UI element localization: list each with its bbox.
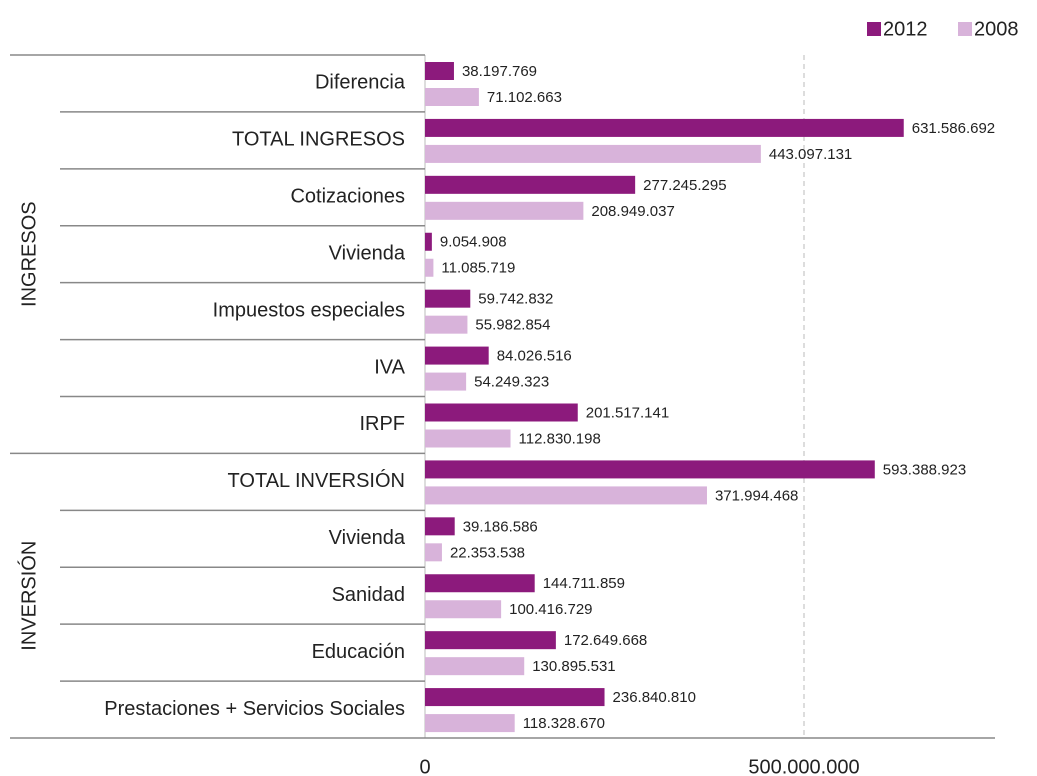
legend-swatch [867, 22, 881, 36]
bar [425, 657, 525, 676]
value-label: 54.249.323 [474, 374, 549, 391]
value-label: 59.742.832 [478, 291, 553, 308]
value-label: 38.197.769 [462, 63, 537, 80]
bar [425, 403, 578, 422]
category-label: Impuestos especiales [213, 299, 405, 321]
category-label: Vivienda [329, 242, 406, 264]
bar [425, 486, 707, 505]
bar [425, 258, 434, 277]
bar [425, 543, 442, 562]
category-label: TOTAL INVERSIÓN [228, 469, 405, 492]
legend-label: 2008 [974, 18, 1019, 40]
category-label: Educación [312, 641, 405, 663]
value-label: 371.994.468 [715, 487, 798, 504]
bar [425, 315, 468, 334]
category-label: TOTAL INGRESOS [232, 129, 405, 151]
value-label: 118.328.670 [523, 715, 605, 732]
bar [425, 144, 761, 163]
value-label: 84.026.516 [497, 348, 572, 365]
bar [425, 175, 636, 194]
value-label: 130.895.531 [532, 658, 615, 675]
value-label: 593.388.923 [883, 461, 966, 478]
value-label: 9.054.908 [440, 234, 507, 251]
bar [425, 429, 511, 448]
bar [425, 88, 479, 106]
value-label: 172.649.668 [564, 632, 647, 649]
category-label: IRPF [359, 413, 405, 435]
bar [425, 118, 904, 137]
value-label: 144.711.859 [543, 575, 625, 592]
legend-swatch [958, 22, 972, 36]
value-label: 112.830.198 [519, 430, 601, 447]
bar [425, 574, 535, 593]
group-label: INVERSIÓN [17, 541, 40, 651]
bar [425, 201, 584, 220]
x-tick-label: 0 [419, 756, 430, 776]
category-label: Sanidad [332, 584, 405, 606]
category-label: Vivienda [329, 527, 406, 549]
value-label: 39.186.586 [463, 518, 538, 535]
bar [425, 346, 489, 365]
bar [425, 600, 502, 619]
bar [425, 372, 467, 391]
category-label: Diferencia [315, 72, 406, 94]
x-tick-label: 500.000.000 [748, 756, 859, 776]
bar [425, 289, 471, 308]
bar [425, 688, 605, 707]
value-label: 208.949.037 [591, 203, 674, 220]
value-label: 100.416.729 [509, 601, 592, 618]
value-label: 201.517.141 [586, 404, 669, 421]
group-label: INGRESOS [18, 201, 40, 307]
category-label: Prestaciones + Servicios Sociales [104, 698, 405, 720]
value-label: 55.982.854 [475, 317, 550, 334]
bar [425, 631, 556, 650]
bar [425, 232, 432, 251]
bar [425, 460, 875, 479]
value-label: 11.085.719 [441, 260, 515, 277]
value-label: 71.102.663 [487, 89, 562, 106]
value-label: 631.586.692 [912, 120, 995, 137]
value-label: 443.097.131 [769, 146, 852, 163]
legend-label: 2012 [883, 18, 928, 40]
value-label: 22.353.538 [450, 544, 525, 561]
value-label: 277.245.295 [643, 177, 726, 194]
category-label: Cotizaciones [290, 186, 405, 208]
category-label: IVA [374, 356, 405, 378]
bar [425, 62, 454, 80]
bar [425, 517, 455, 536]
bar [425, 714, 515, 733]
value-label: 236.840.810 [613, 689, 696, 706]
